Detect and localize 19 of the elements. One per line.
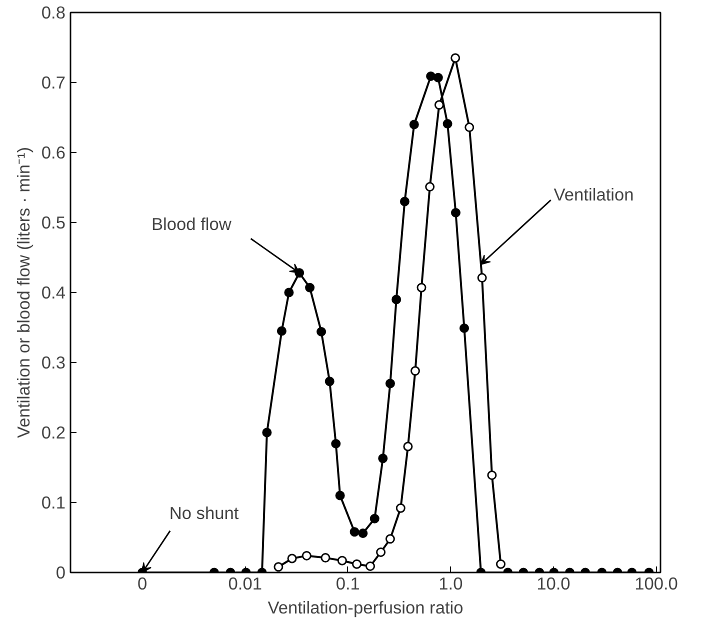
annotation: No shunt <box>169 503 239 523</box>
annotation: Blood flow <box>151 214 232 234</box>
y-tick-label: 0.8 <box>41 2 66 22</box>
x-tick-label: 0.01 <box>228 574 262 594</box>
y-tick-label: 0.4 <box>41 282 66 302</box>
y-tick-label: 0.7 <box>41 72 66 92</box>
x-tick-label: 0.1 <box>336 574 360 594</box>
x-tick-label: 100.0 <box>634 574 678 594</box>
x-tick-label: 1.0 <box>438 574 463 594</box>
y-tick-label: 0.2 <box>41 422 66 442</box>
y-tick-label: 0.1 <box>41 492 66 512</box>
y-tick-label: 0.3 <box>41 352 66 372</box>
y-axis-title: Ventilation or blood flow (liters · min⁻¹) <box>13 146 34 438</box>
y-tick-label: 0.6 <box>41 142 66 162</box>
annotation: Ventilation <box>554 184 634 204</box>
y-tick-label: 0.5 <box>41 212 66 232</box>
x-tick-label: 0 <box>138 574 148 594</box>
x-axis-title: Ventilation-perfusion ratio <box>268 598 464 618</box>
x-tick-label: 10.0 <box>536 574 570 594</box>
